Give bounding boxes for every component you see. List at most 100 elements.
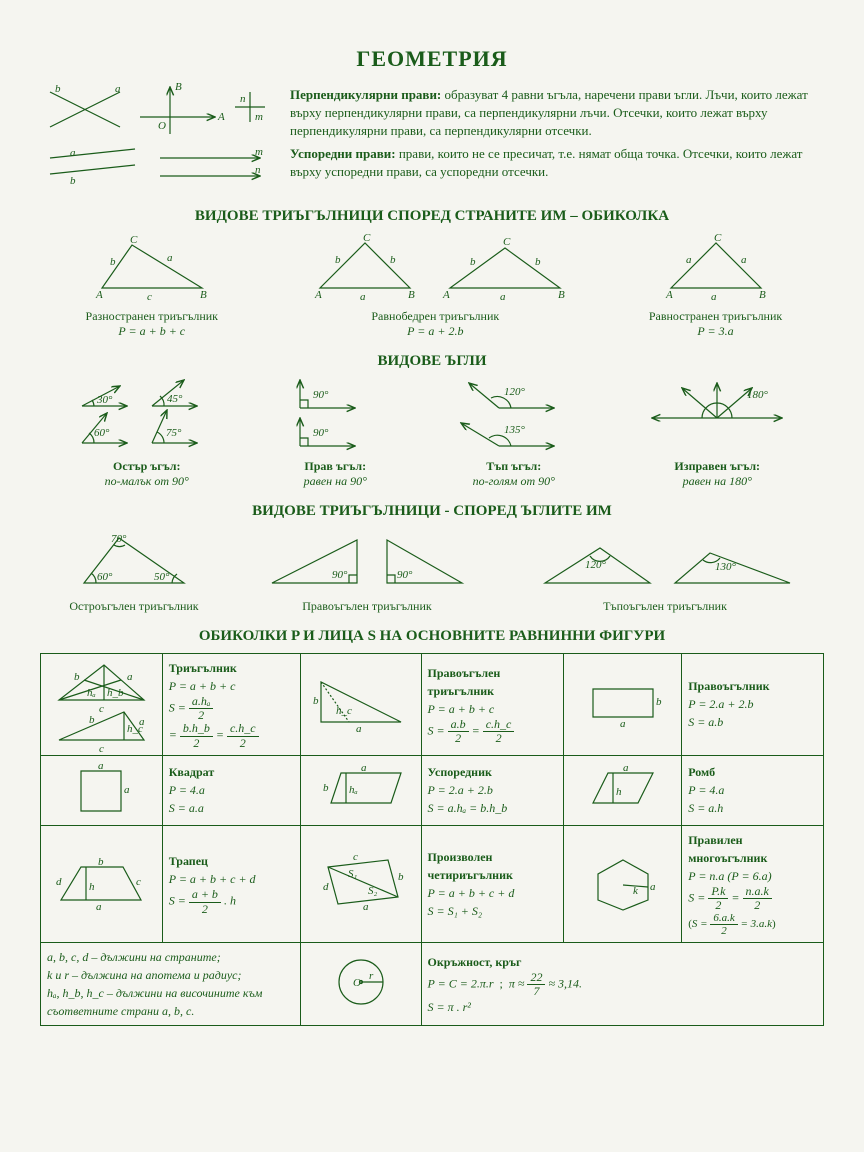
rhomb-txt: Ромб P = 4.a S = a.h xyxy=(682,755,824,825)
poly-txt: Правилен многоъгълник P = n.a (P = 6.a) … xyxy=(682,825,824,943)
svg-text:a: a xyxy=(127,671,133,683)
para-txt: Успоредник P = 2.a + 2.b S = a.hₐ = b.h_… xyxy=(421,755,564,825)
svg-text:A: A xyxy=(217,111,225,123)
svg-text:b: b xyxy=(323,782,329,794)
svg-text:a: a xyxy=(361,762,367,774)
svg-text:b: b xyxy=(535,256,541,268)
svg-text:a: a xyxy=(686,254,692,266)
svg-text:130°: 130° xyxy=(715,561,737,573)
perpendicular-diagram: ba ABO nm xyxy=(40,82,270,140)
svg-text:60°: 60° xyxy=(97,571,113,583)
svg-text:b: b xyxy=(98,856,104,868)
svg-text:a: a xyxy=(650,881,656,893)
svg-text:h_c: h_c xyxy=(127,723,143,735)
right-tri-txt: Правоъгълен триъгълник P = a + b + c S =… xyxy=(421,654,564,756)
svg-text:50°: 50° xyxy=(154,571,170,583)
obtuse-angle: 120° 135° Тъп ъгъл:по-голям от 90° xyxy=(449,378,579,489)
obtuse-triangle: 120° 130° Тъпоъгълен триъгълник xyxy=(535,528,795,614)
rhomb-fig: ah xyxy=(564,755,682,825)
trap-fig: badch xyxy=(41,825,163,943)
svg-text:a: a xyxy=(96,901,102,913)
svg-text:90°: 90° xyxy=(332,569,348,581)
isosceles: CABbba CABbba Равнобедрен триъгълникP = … xyxy=(305,233,565,339)
quad-fig: c d b a S₁ S₂ xyxy=(301,825,421,943)
svg-text:S₂: S₂ xyxy=(368,885,378,897)
svg-text:a: a xyxy=(741,254,747,266)
svg-text:B: B xyxy=(558,289,565,301)
svg-text:a: a xyxy=(623,762,629,774)
svg-text:a: a xyxy=(124,784,130,796)
svg-text:B: B xyxy=(200,289,207,301)
right-angle: 90° 90° Прав ъгъл:равен на 90° xyxy=(285,378,385,489)
svg-text:hₐ: hₐ xyxy=(349,784,358,796)
right-triangle: 90° 90° Правоъгълен триъгълник xyxy=(257,528,477,614)
intro-row: ba ABO nm ab mn Перпендикулярни прави: о… xyxy=(40,82,824,194)
svg-text:A: A xyxy=(665,289,673,301)
svg-text:b: b xyxy=(470,256,476,268)
svg-text:A: A xyxy=(442,289,450,301)
svg-text:a: a xyxy=(711,291,717,303)
formulas-table: b a c hₐ h_b b a c h_c Триъгълник P = a + b + c… xyxy=(40,653,824,1026)
svg-text:r: r xyxy=(369,970,374,982)
svg-text:m: m xyxy=(255,146,263,158)
svg-text:B: B xyxy=(408,289,415,301)
svg-text:b: b xyxy=(656,696,662,708)
svg-text:b: b xyxy=(390,254,396,266)
svg-text:b: b xyxy=(74,671,80,683)
intro-diagrams: ba ABO nm ab mn xyxy=(40,82,270,194)
svg-text:120°: 120° xyxy=(585,559,607,571)
svg-text:C: C xyxy=(503,236,511,248)
angle-types: 30° 45° 60° 75° Остър ъгъл:по-малък от 9… xyxy=(40,378,824,489)
svg-text:a: a xyxy=(356,723,362,735)
svg-text:90°: 90° xyxy=(313,427,329,439)
svg-text:a: a xyxy=(167,252,173,264)
heading-table: ОБИКОЛКИ P И ЛИЦА S НА ОСНОВНИТЕ РАВНИНН… xyxy=(40,628,824,645)
triangle-txt: Триъгълник P = a + b + c S = a.hₐ2 = b.h… xyxy=(162,654,300,756)
svg-text:b: b xyxy=(398,871,404,883)
svg-text:d: d xyxy=(56,876,62,888)
svg-text:c: c xyxy=(99,743,104,755)
svg-text:45°: 45° xyxy=(167,393,183,405)
scalene: CABbac Разностранен триъгълникP = a + b … xyxy=(82,233,222,339)
svg-text:S₁: S₁ xyxy=(348,868,358,880)
svg-text:h_b: h_b xyxy=(107,687,124,699)
svg-text:60°: 60° xyxy=(94,427,110,439)
svg-text:75°: 75° xyxy=(166,427,182,439)
acute-angle: 30° 45° 60° 75° Остър ъгъл:по-малък от 9… xyxy=(72,378,222,489)
svg-text:70°: 70° xyxy=(111,533,127,545)
svg-text:a: a xyxy=(360,291,366,303)
heading-sides: ВИДОВЕ ТРИЪГЪЛНИЦИ СПОРЕД СТРАНИТЕ ИМ – … xyxy=(40,208,824,225)
svg-text:b: b xyxy=(89,714,95,726)
parallel-diagram: ab mn xyxy=(40,146,270,194)
svg-text:O: O xyxy=(353,977,361,989)
svg-text:n: n xyxy=(240,93,246,105)
svg-text:c: c xyxy=(353,851,358,863)
svg-text:b: b xyxy=(55,83,61,95)
para-label: Успоредни прави: xyxy=(290,146,396,161)
page-title: ГЕОМЕТРИЯ xyxy=(40,46,824,72)
straight-angle: 180° Изправен ъгъл:равен на 180° xyxy=(642,378,792,489)
triangles-by-angle: 70°60°50° Остроъгълен триъгълник 90° 90°… xyxy=(40,528,824,614)
svg-text:C: C xyxy=(714,232,722,244)
svg-text:a: a xyxy=(115,83,121,95)
svg-text:d: d xyxy=(323,881,329,893)
svg-text:h_c: h_c xyxy=(336,705,352,717)
rect-txt: Правоъгълник P = 2.a + 2.b S = a.b xyxy=(682,654,824,756)
svg-text:b: b xyxy=(335,254,341,266)
square-txt: Квадрат P = 4.a S = a.a xyxy=(162,755,300,825)
svg-text:n: n xyxy=(255,164,261,176)
circle-fig: Or xyxy=(301,943,421,1026)
svg-text:A: A xyxy=(95,289,103,301)
heading-byangle: ВИДОВЕ ТРИЪГЪЛНИЦИ - СПОРЕД ЪГЛИТЕ ИМ xyxy=(40,503,824,520)
svg-text:a: a xyxy=(363,901,369,913)
svg-text:90°: 90° xyxy=(397,569,413,581)
quad-txt: Произволен четириъгълник P = a + b + c +… xyxy=(421,825,564,943)
svg-text:a: a xyxy=(620,718,626,730)
svg-text:A: A xyxy=(314,289,322,301)
legend-cell: a, b, c, d – дължини на страните; k и r … xyxy=(41,943,301,1026)
svg-text:a: a xyxy=(500,291,506,303)
svg-text:120°: 120° xyxy=(504,386,526,398)
right-tri-fig: bah_c xyxy=(301,654,421,756)
svg-text:b: b xyxy=(70,175,76,187)
triangle-fig: bachₐh_b bach_c xyxy=(41,654,163,756)
